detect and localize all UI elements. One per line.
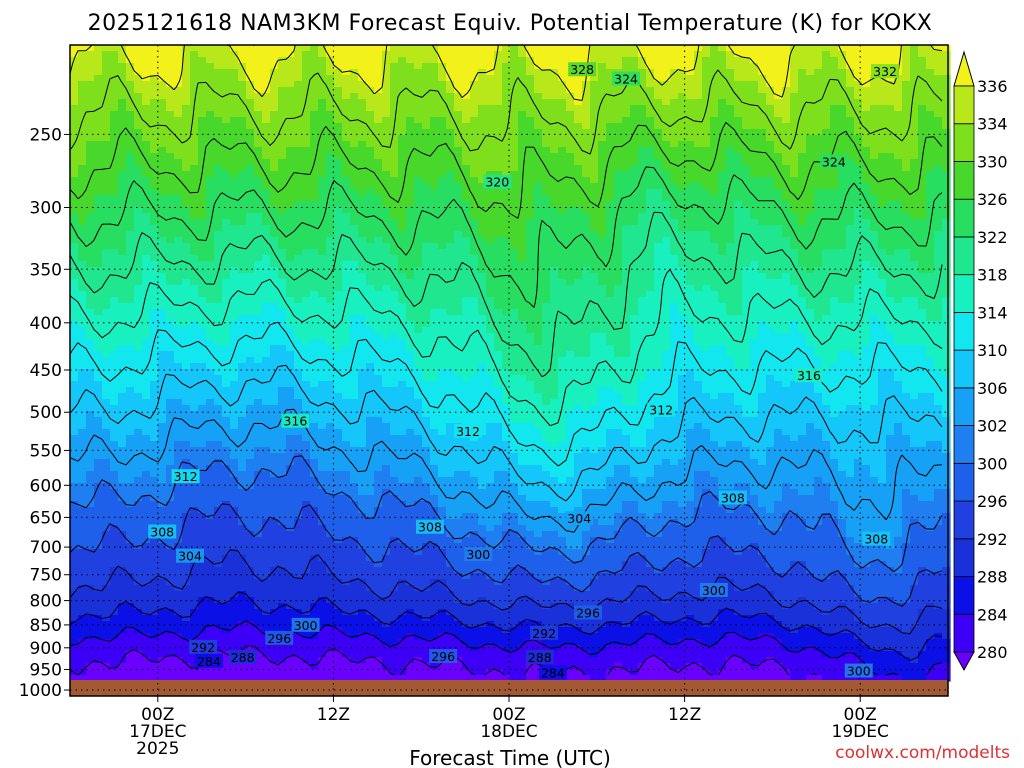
x-tick-label: 00Z: [141, 705, 174, 725]
y-tick-label: 1000: [19, 681, 62, 701]
x-tick-label: 2025: [136, 739, 179, 759]
x-tick-label: 12Z: [668, 705, 701, 725]
contour-label: 304: [565, 511, 594, 526]
contour-label: 332: [871, 64, 900, 79]
contour-label: 292: [530, 625, 559, 641]
chart-title: 2025121618 NAM3KM Forecast Equiv. Potent…: [88, 11, 933, 36]
contour-label: 324: [819, 154, 848, 169]
colorbar-swatch: [953, 349, 975, 389]
colorbar-swatch: [953, 236, 975, 276]
contour-label: 300: [699, 582, 728, 598]
contour-label: 300: [464, 547, 493, 562]
colorbar-swatch: [953, 274, 975, 313]
y-tick-label: 850: [30, 616, 62, 636]
x-tick-label: 00Z: [492, 705, 525, 725]
contour-label: 312: [171, 469, 200, 484]
colorbar-swatch: [953, 123, 975, 162]
contour-label: 308: [148, 524, 177, 540]
contour-label: 296: [265, 630, 294, 646]
colorbar-extend-high: [953, 50, 975, 87]
colorbar-label: 322: [977, 228, 1008, 247]
colorbar-label: 300: [977, 454, 1008, 473]
colorbar-swatch: [953, 576, 975, 615]
colorbar-label: 296: [977, 492, 1008, 511]
colorbar-label: 284: [977, 605, 1008, 624]
colorbar-swatch: [953, 425, 975, 464]
colorbar-swatch: [953, 613, 975, 653]
colorbar-label: 336: [977, 77, 1008, 96]
y-tick-label: 950: [30, 660, 62, 680]
credit-text: coolwx.com/modelts: [835, 743, 1010, 763]
contour-label: 308: [718, 490, 747, 505]
contour-label: 296: [574, 605, 603, 620]
colorbar-swatch: [953, 538, 975, 577]
contour-label: 308: [415, 519, 444, 535]
colorbar-label: 292: [977, 530, 1008, 549]
contour-labels: 328 324 332 324 320 316 316 312 312 312 308 308 308 3…: [148, 62, 900, 681]
y-tick-label: 250: [30, 125, 62, 145]
x-axis-label: Forecast Time (UTC): [409, 746, 611, 768]
colorbar-label: 302: [977, 417, 1008, 436]
contour-lines: [69, 44, 943, 676]
y-tick-label: 400: [30, 314, 62, 334]
colorbar-label: 334: [977, 115, 1008, 134]
y-tick-label: 350: [30, 260, 62, 280]
colorbar-swatch: [953, 198, 975, 238]
y-tick-label: 700: [30, 538, 62, 558]
y-tick-label: 450: [30, 361, 62, 381]
colorbar-swatch: [953, 387, 975, 427]
contour-label: 284: [538, 665, 567, 681]
colorbar-swatch: [953, 462, 975, 502]
y-tick-label: 800: [30, 592, 62, 612]
colorbar-label: 330: [977, 152, 1008, 171]
contour-label: 316: [281, 413, 310, 429]
contour-label: 320: [483, 174, 512, 190]
contour-label: 304: [175, 548, 204, 564]
contour-label: 300: [291, 617, 320, 633]
contour-label: 312: [454, 423, 483, 439]
x-tick-label: 18DEC: [480, 722, 537, 742]
y-tick-label: 500: [30, 403, 62, 423]
colorbar-label: 318: [977, 266, 1008, 285]
y-tick-label: 550: [30, 441, 62, 461]
y-tick-label: 650: [30, 508, 62, 528]
contour-label: 324: [612, 71, 641, 87]
contour-label: 312: [647, 402, 676, 418]
y-tick-label: 300: [30, 199, 62, 219]
colorbar-label: 306: [977, 379, 1008, 398]
contour-label: 328: [568, 62, 597, 77]
colorbar-swatch: [953, 311, 975, 351]
ground-strip: [70, 680, 948, 696]
plot-area: 328 324 332 324 320 316 316 312 312 312 308 308 308 3…: [69, 44, 951, 697]
contour-label: 316: [794, 368, 823, 383]
colorbar-label: 288: [977, 568, 1008, 587]
colorbar-extend-low: [953, 651, 975, 672]
x-tick-label: 19DEC: [832, 722, 889, 742]
x-tick-label: 17DEC: [129, 722, 186, 742]
y-tick-label: 900: [30, 639, 62, 659]
contour-label: 288: [228, 649, 257, 665]
x-tick-label: 00Z: [844, 705, 877, 725]
contour-label: 296: [429, 649, 458, 664]
colorbar-label: 280: [977, 643, 1008, 662]
colorbar-label: 326: [977, 190, 1008, 209]
contour-label: 288: [525, 649, 554, 665]
contour-label: 308: [862, 531, 891, 547]
colorbar-swatch: [953, 500, 975, 540]
colorbar-label: 314: [977, 303, 1008, 322]
colorbar: 280 284 288 292 296 300 302 306 310 314 318 322 326 3…: [953, 50, 1008, 672]
colorbar-swatch: [953, 85, 975, 125]
x-tick-label: 12Z: [317, 705, 350, 725]
contour-label: 300: [844, 663, 873, 679]
theta-e-field: [70, 45, 951, 682]
contour-label: 292: [189, 639, 218, 655]
y-tick-label: 750: [30, 566, 62, 586]
colorbar-label: 310: [977, 341, 1008, 360]
y-tick-label: 600: [30, 476, 62, 496]
y-axis: 250 300 350 400 450 500 550 600 650 700 750 800 850 9…: [19, 125, 70, 701]
colorbar-swatch: [953, 161, 975, 200]
contour-label: 284: [195, 653, 224, 669]
